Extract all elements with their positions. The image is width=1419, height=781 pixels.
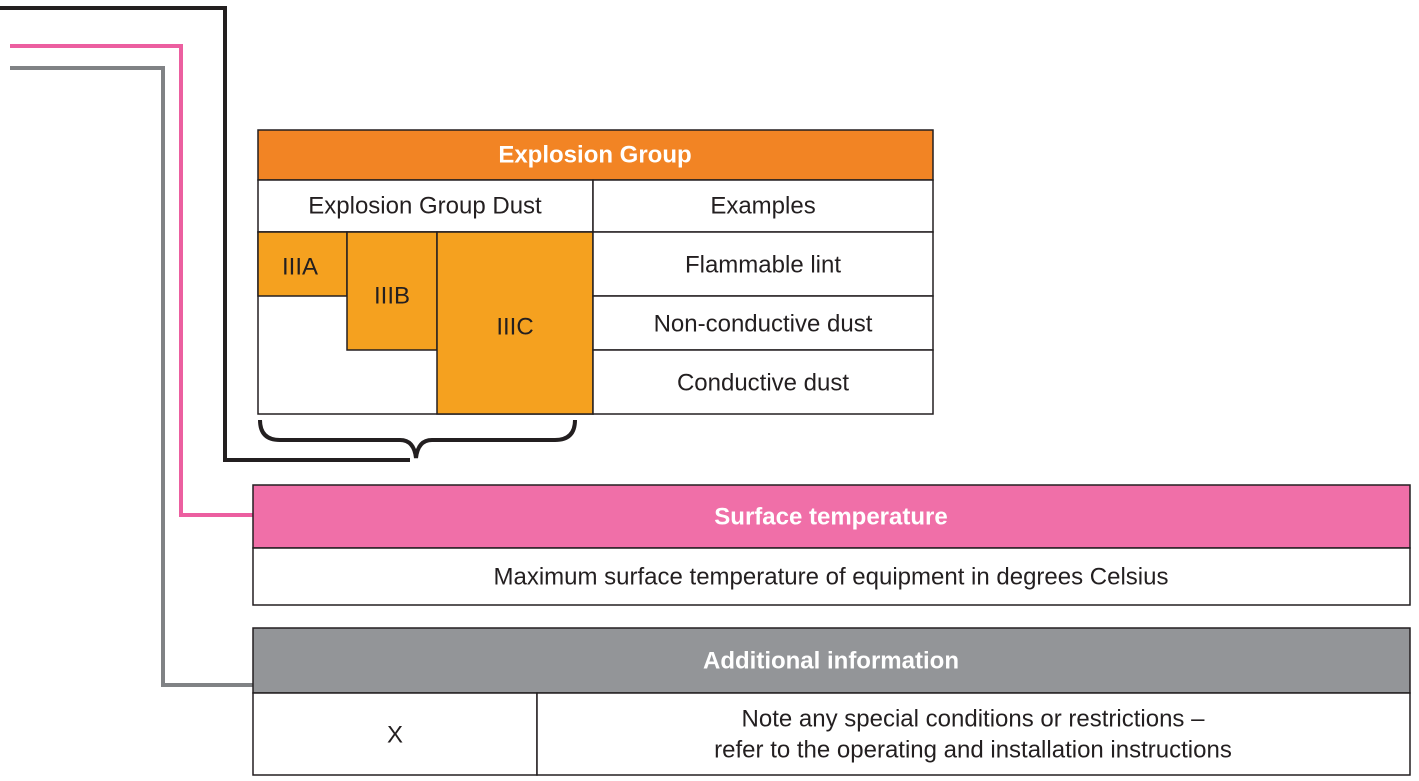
cell: [536, 692, 1411, 776]
group-label: IIIC: [496, 313, 533, 340]
code: X: [387, 721, 403, 748]
connector-gray: [10, 66, 253, 687]
cell: [592, 349, 934, 415]
example: Non-conductive dust: [654, 310, 873, 337]
group-label: IIIB: [374, 282, 410, 309]
group-box: [346, 231, 438, 351]
connector-black: [0, 6, 410, 462]
description: Maximum surface temperature of equipment…: [494, 563, 1169, 590]
surface-temperature-table: Surface temperature Maximum surface temp…: [252, 484, 1411, 606]
explosion-group-table: Explosion Group Explosion Group Dust Exa…: [257, 129, 934, 415]
cell: [257, 179, 594, 233]
table-title: Surface temperature: [714, 503, 947, 530]
example: Flammable lint: [685, 251, 841, 278]
example: Conductive dust: [677, 369, 849, 396]
connector-pink: [10, 44, 253, 517]
cell: [252, 692, 538, 776]
column-header: Explosion Group Dust: [308, 192, 542, 219]
header-bar: [252, 484, 1411, 549]
group-label: IIIA: [282, 253, 318, 280]
brace: [258, 419, 577, 459]
additional-information-table: Additional information X Note any specia…: [252, 627, 1411, 776]
column-header: Examples: [710, 192, 815, 219]
cell: [592, 231, 934, 297]
cell: [592, 295, 934, 351]
note-line: refer to the operating and installation …: [714, 736, 1232, 763]
table-title: Additional information: [703, 647, 959, 674]
cell: [252, 547, 1411, 606]
table-title: Explosion Group: [498, 141, 691, 168]
note-line: Note any special conditions or restricti…: [742, 705, 1206, 732]
header-bar: [252, 627, 1411, 694]
